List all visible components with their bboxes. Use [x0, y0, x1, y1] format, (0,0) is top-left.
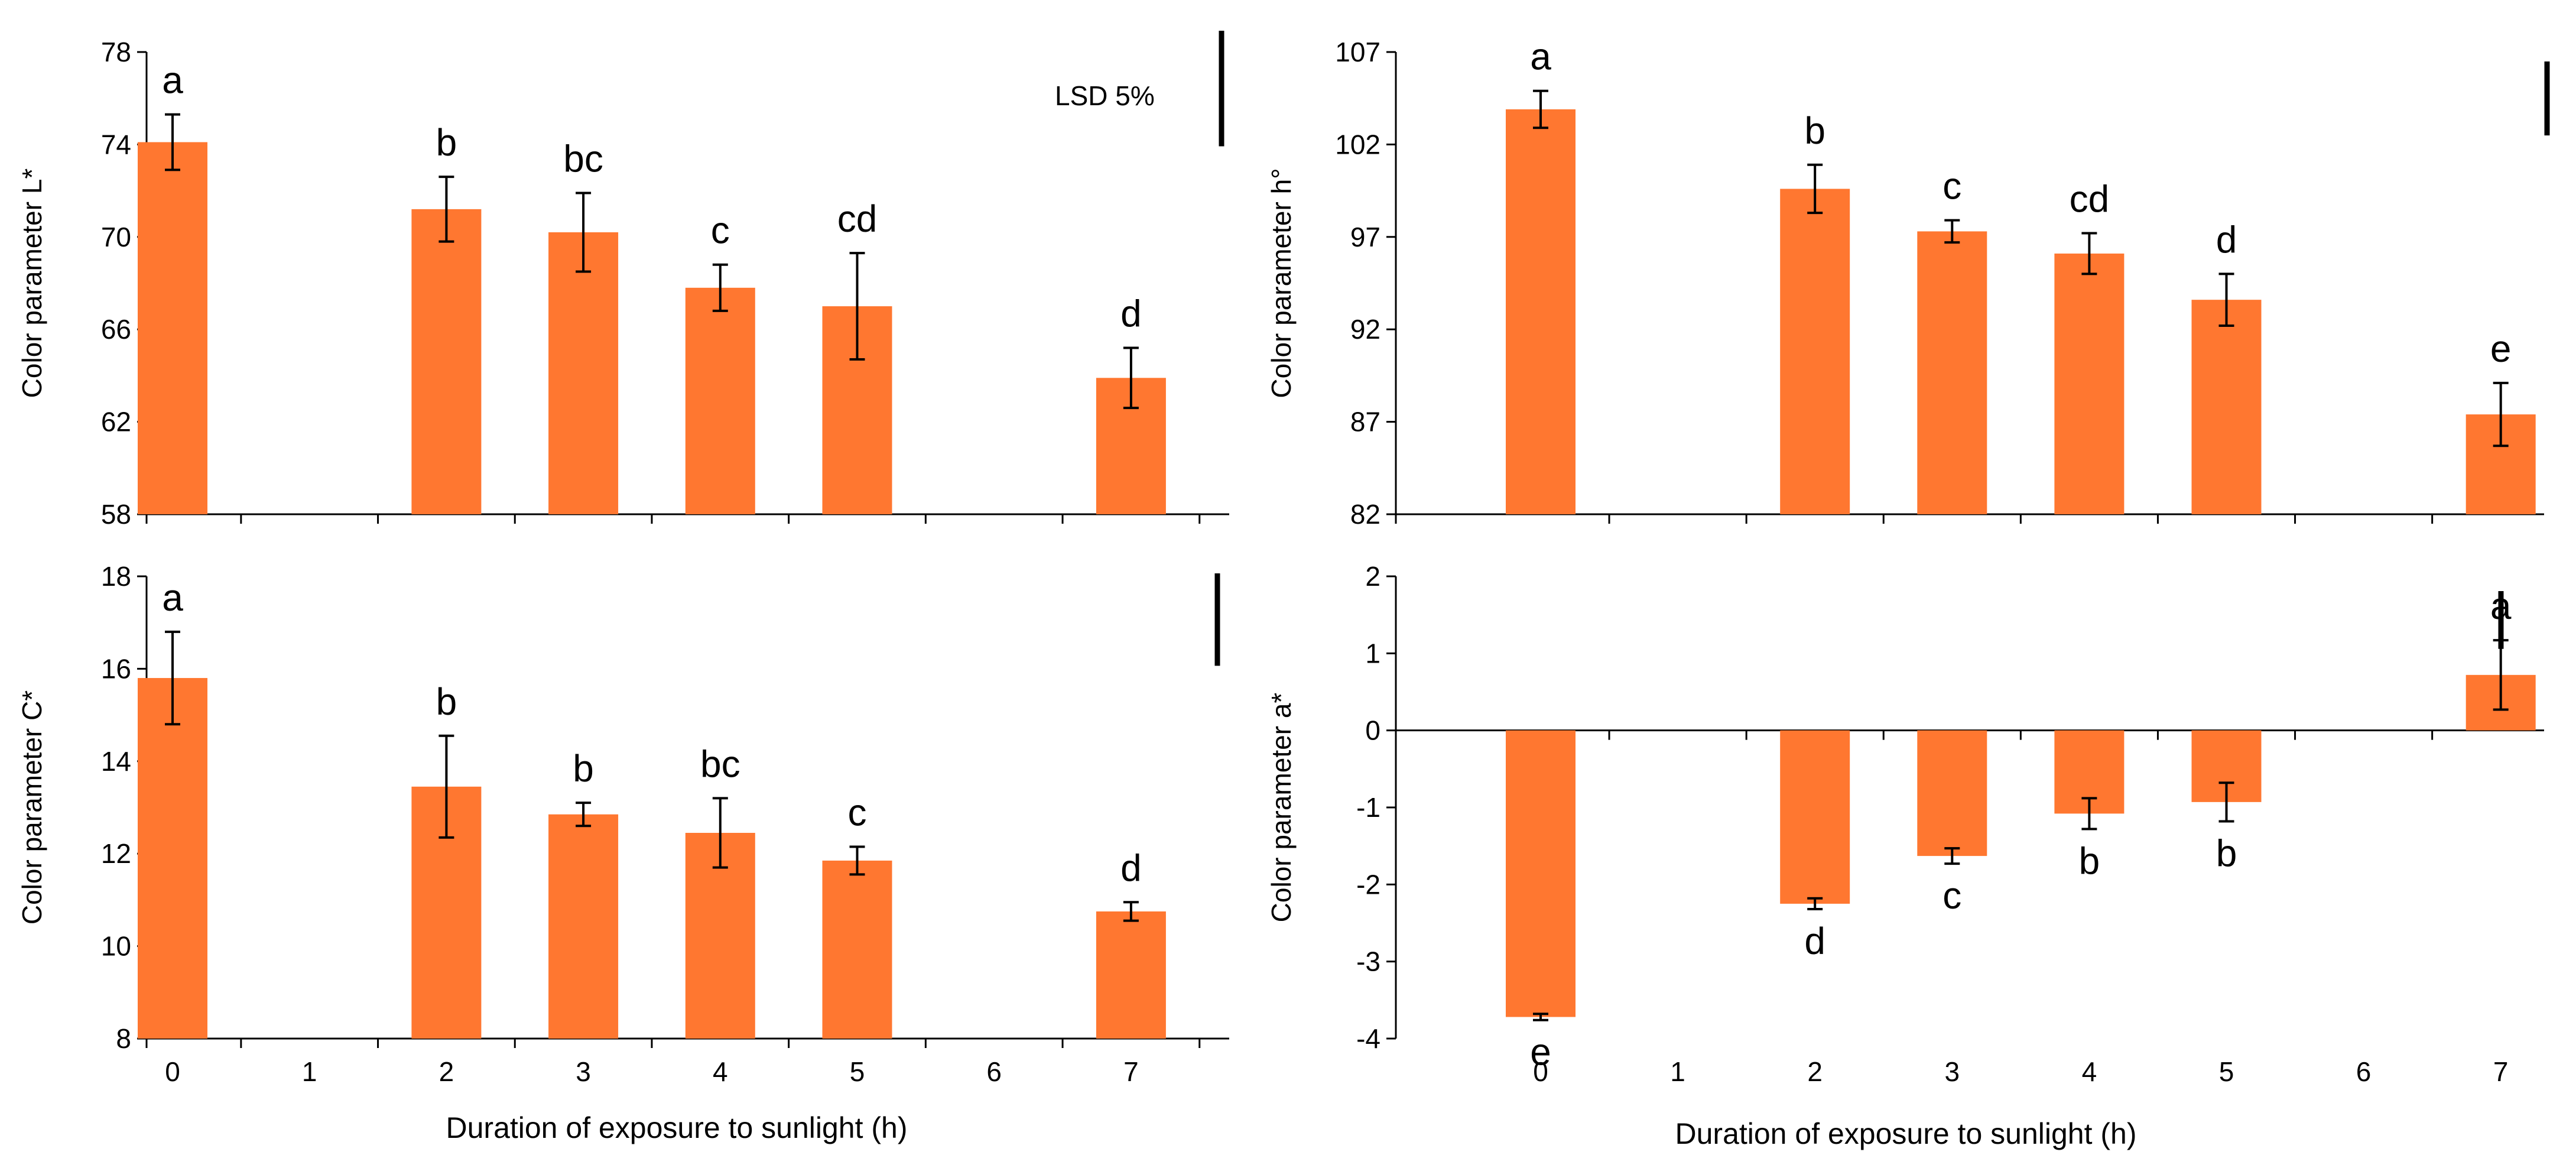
significance-letter: e: [1530, 1031, 1551, 1073]
bar: [822, 860, 892, 1039]
y-tick-label: 92: [1350, 314, 1380, 345]
y-tick-label: 10: [101, 931, 131, 962]
y-axis-title: Color parameter h°: [1266, 168, 1297, 398]
significance-letter: b: [436, 121, 457, 164]
bar: [548, 232, 619, 514]
panel-lightness-l: 58 62 66 70 74 78 a b bc c cd d Color parameter L*: [17, 31, 1229, 530]
y-tick-label: 82: [1350, 499, 1380, 530]
significance-letter: c: [848, 791, 867, 833]
bar: [1506, 109, 1576, 514]
x-tick-label: 0: [1533, 1056, 1548, 1087]
significance-letter: d: [1120, 846, 1142, 889]
y-tick-label: 97: [1350, 222, 1380, 252]
y-tick-label: 74: [101, 129, 131, 160]
y-tick-label: 102: [1335, 129, 1380, 160]
bar: [138, 142, 207, 515]
y-tick-label: 58: [101, 499, 131, 530]
x-tick-label: 1: [302, 1056, 317, 1087]
bar: [2054, 253, 2125, 514]
bar: [2191, 300, 2262, 514]
significance-letter: bc: [700, 742, 740, 785]
y-tick-label: -1: [1356, 792, 1380, 823]
bar: [685, 287, 755, 514]
bar: [138, 678, 207, 1039]
y-tick-label: 107: [1335, 37, 1380, 67]
y-tick-label: 0: [1365, 715, 1380, 746]
significance-letter: a: [162, 576, 183, 619]
y-tick-label: 2: [1365, 561, 1380, 592]
significance-letter: d: [1120, 292, 1142, 335]
significance-letter: b: [2216, 832, 2237, 874]
x-tick-label: 2: [439, 1056, 454, 1087]
y-tick-label: -2: [1356, 869, 1380, 900]
lsd-label: LSD 5%: [1055, 80, 1155, 111]
significance-letter: d: [1804, 920, 1825, 962]
x-tick-label: 6: [2356, 1056, 2372, 1087]
x-tick-label: 4: [2082, 1056, 2097, 1087]
significance-letter: d: [2216, 218, 2237, 261]
panel-a-star: -4-3-2-101201234567edcbbaColor parameter…: [1266, 561, 2544, 1087]
y-tick-label: 18: [101, 561, 131, 592]
bar: [1096, 911, 1166, 1039]
x-tick-label: 2: [1807, 1056, 1823, 1087]
significance-letter: cd: [837, 197, 878, 240]
significance-letter: c: [1942, 165, 1961, 207]
y-tick-label: 62: [101, 407, 131, 437]
significance-letter: c: [1942, 874, 1961, 917]
bar: [1917, 231, 1987, 514]
significance-letter: a: [162, 59, 183, 102]
bar: [1506, 730, 1576, 1017]
x-tick-label: 3: [576, 1056, 591, 1087]
y-tick-label: 70: [101, 222, 131, 252]
bar: [1780, 730, 1850, 904]
x-tick-label: 0: [165, 1056, 180, 1087]
bar: [1917, 730, 1987, 856]
x-tick-label: 5: [850, 1056, 865, 1087]
x-tick-label: 5: [2219, 1056, 2234, 1087]
y-tick-label: -4: [1356, 1023, 1380, 1054]
y-tick-label: 66: [101, 314, 131, 345]
x-tick-label: 7: [2493, 1056, 2509, 1087]
significance-letter: bc: [563, 138, 603, 180]
x-tick-label: 6: [986, 1056, 1002, 1087]
x-tick-label: 3: [1945, 1056, 1960, 1087]
significance-letter: b: [573, 747, 594, 790]
significance-letter: c: [711, 209, 730, 252]
significance-letter: b: [2079, 839, 2100, 882]
y-tick-label: 16: [101, 653, 131, 684]
x-tick-label: 1: [1670, 1056, 1685, 1087]
y-tick-label: 8: [116, 1023, 131, 1054]
bar: [1780, 189, 1850, 514]
y-tick-label: 78: [101, 37, 131, 67]
significance-letter: b: [436, 680, 457, 723]
x-tick-label: 4: [713, 1056, 728, 1087]
y-tick-label: 14: [101, 746, 131, 777]
y-axis-title: Color parameter C*: [17, 690, 47, 924]
y-tick-label: 1: [1365, 638, 1380, 669]
y-axis-title: Color parameter a*: [1266, 693, 1297, 923]
significance-letter: a: [1530, 35, 1551, 78]
significance-letter: b: [1804, 109, 1825, 152]
significance-letter: e: [2490, 327, 2512, 370]
y-tick-label: 87: [1350, 407, 1380, 437]
x-axis-title-right: Duration of exposure to sunlight (h): [1675, 1117, 2137, 1150]
x-axis-title-left: Duration of exposure to sunlight (h): [446, 1111, 908, 1144]
y-tick-label: 12: [101, 838, 131, 869]
x-tick-label: 7: [1123, 1056, 1139, 1087]
y-axis-title: Color parameter L*: [17, 168, 47, 398]
bar: [411, 209, 482, 514]
bar: [548, 814, 619, 1039]
y-tick-label: -3: [1356, 946, 1380, 977]
significance-letter: cd: [2070, 178, 2110, 220]
panel-hue-h: 82 87 92 97 102 107 a b c cd d e Color parameter h°: [1266, 35, 2550, 530]
